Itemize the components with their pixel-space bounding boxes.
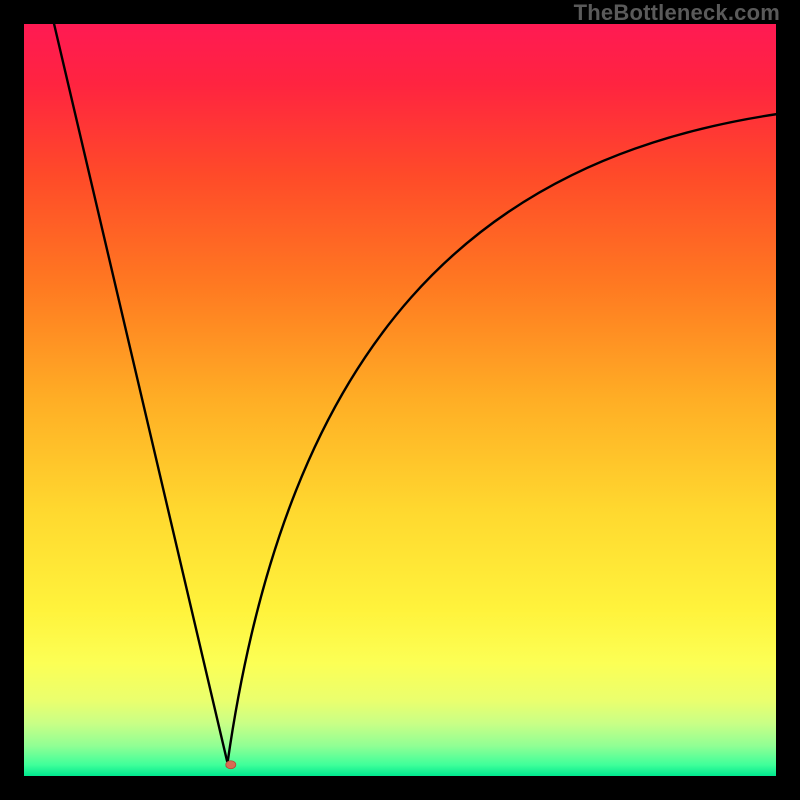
gradient-bg xyxy=(24,24,776,776)
minimum-marker xyxy=(226,761,236,769)
watermark-text: TheBottleneck.com xyxy=(574,0,780,26)
plot-area xyxy=(24,24,776,776)
